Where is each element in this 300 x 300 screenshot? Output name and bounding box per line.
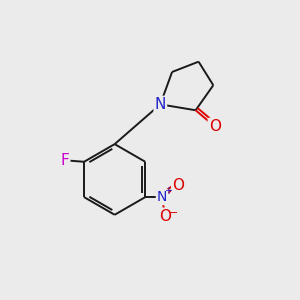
Text: O: O: [159, 209, 171, 224]
Text: O: O: [172, 178, 184, 193]
Text: +: +: [164, 186, 172, 196]
Text: F: F: [61, 153, 69, 168]
Text: −: −: [169, 208, 178, 218]
Text: N: N: [157, 190, 167, 204]
Text: N: N: [154, 97, 166, 112]
Text: O: O: [209, 119, 221, 134]
